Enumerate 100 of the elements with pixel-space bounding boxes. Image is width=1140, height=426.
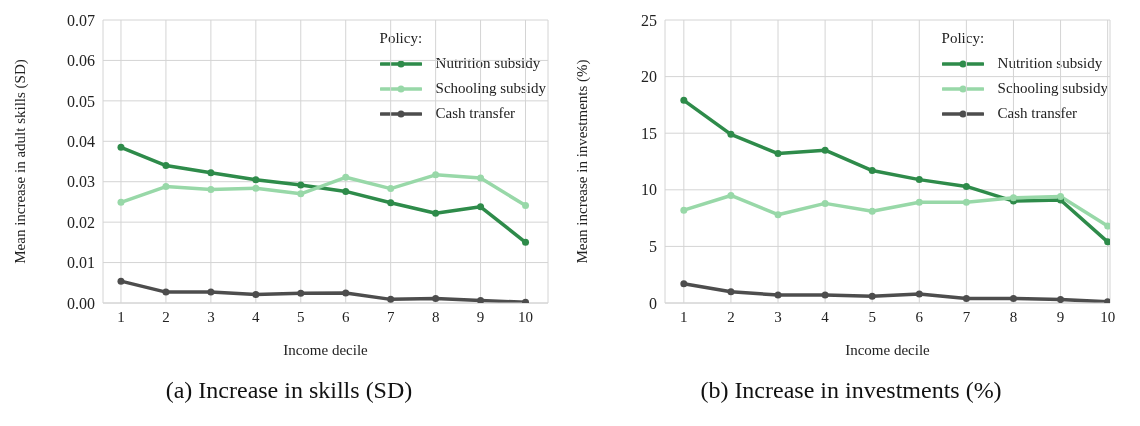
y-tick-label: 0.01 <box>67 254 95 272</box>
x-axis-title: Income decile <box>283 342 369 358</box>
point <box>117 198 125 206</box>
point <box>297 289 305 297</box>
legend-label: Schooling subsidy <box>435 80 546 97</box>
point <box>162 162 170 170</box>
point <box>117 277 125 285</box>
point <box>522 202 530 210</box>
x-tick-label: 10 <box>1100 308 1116 325</box>
y-tick-label: 0.03 <box>67 173 95 191</box>
x-tick-label: 8 <box>431 308 440 325</box>
y-axis-title: Mean increase in adult skills (SD) <box>12 59 30 264</box>
point <box>962 182 970 190</box>
point <box>915 198 923 206</box>
y-tick-label: 5 <box>649 238 657 256</box>
point <box>821 291 829 299</box>
x-tick-label: 8 <box>1009 308 1018 325</box>
x-tick-label: 2 <box>727 308 735 325</box>
x-tick-label: 3 <box>207 308 215 325</box>
x-tick-label: 4 <box>821 308 830 325</box>
point <box>821 199 829 207</box>
x-tick-label: 7 <box>386 308 395 325</box>
point <box>342 187 350 195</box>
x-tick-label: 6 <box>915 308 924 325</box>
point <box>387 295 395 303</box>
point <box>727 191 735 199</box>
legend-label: Nutrition subsidy <box>997 55 1103 72</box>
point <box>680 96 688 104</box>
x-tick-label: 9 <box>1056 308 1065 325</box>
point <box>252 291 260 299</box>
point <box>342 289 350 297</box>
point <box>1104 298 1110 303</box>
point <box>297 190 305 198</box>
x-tick-label: 2 <box>162 308 170 325</box>
point <box>821 146 829 154</box>
point <box>868 292 876 300</box>
y-tick-label: 0.02 <box>67 213 95 231</box>
y-tick-label: 0.06 <box>67 52 95 70</box>
y-tick-label: 0.07 <box>67 11 95 29</box>
point <box>207 185 215 193</box>
point <box>868 207 876 215</box>
x-tick-label: 10 <box>518 308 534 325</box>
point <box>1057 296 1065 303</box>
y-tick-label: 10 <box>641 181 657 199</box>
point <box>477 174 485 182</box>
point <box>962 198 970 206</box>
point <box>680 280 688 288</box>
point <box>252 184 260 192</box>
legend-label: Schooling subsidy <box>997 80 1108 97</box>
y-tick-label: 0.00 <box>67 294 95 312</box>
point <box>252 176 260 184</box>
x-axis-title: Income decile <box>845 342 931 358</box>
point <box>387 199 395 207</box>
point <box>680 206 688 214</box>
point <box>1104 222 1110 230</box>
legend-label: Nutrition subsidy <box>435 55 541 72</box>
point <box>432 171 440 179</box>
point <box>477 297 485 303</box>
point <box>297 181 305 189</box>
point <box>477 203 485 211</box>
x-tick-label: 5 <box>868 308 876 325</box>
point <box>207 169 215 177</box>
point <box>522 238 530 246</box>
y-tick-label: 0.05 <box>67 92 95 110</box>
point <box>962 294 970 302</box>
point <box>1009 294 1017 302</box>
x-tick-label: 9 <box>476 308 485 325</box>
legend-title: Policy: <box>941 30 986 47</box>
point <box>162 183 170 191</box>
x-tick-label: 4 <box>252 308 261 325</box>
point <box>774 211 782 219</box>
x-tick-label: 5 <box>297 308 305 325</box>
x-tick-label: 1 <box>680 308 688 325</box>
point <box>342 173 350 181</box>
point <box>1104 238 1110 246</box>
legend-title: Policy: <box>379 30 424 47</box>
point <box>915 176 923 184</box>
legend-label: Cash transfer <box>435 105 516 122</box>
x-tick-label: 1 <box>117 308 125 325</box>
x-tick-label: 3 <box>774 308 782 325</box>
y-tick-label: 0.04 <box>67 132 95 150</box>
point <box>727 288 735 296</box>
point <box>774 150 782 158</box>
text: (a) Increase in skills (SD) <box>164 377 414 404</box>
point <box>117 143 125 151</box>
point <box>774 291 782 299</box>
point <box>387 185 395 193</box>
point <box>162 288 170 296</box>
point <box>868 167 876 175</box>
legend-label: Cash transfer <box>997 105 1078 122</box>
y-tick-label: 0 <box>649 294 657 312</box>
y-tick-label: 25 <box>641 11 657 29</box>
text: (b) Increase in investments (%) <box>699 377 1003 404</box>
y-tick-label: 15 <box>641 124 657 142</box>
point <box>727 130 735 138</box>
point <box>915 290 923 298</box>
point <box>432 209 440 217</box>
y-tick-label: 20 <box>641 68 657 86</box>
point <box>207 288 215 296</box>
point <box>432 295 440 303</box>
